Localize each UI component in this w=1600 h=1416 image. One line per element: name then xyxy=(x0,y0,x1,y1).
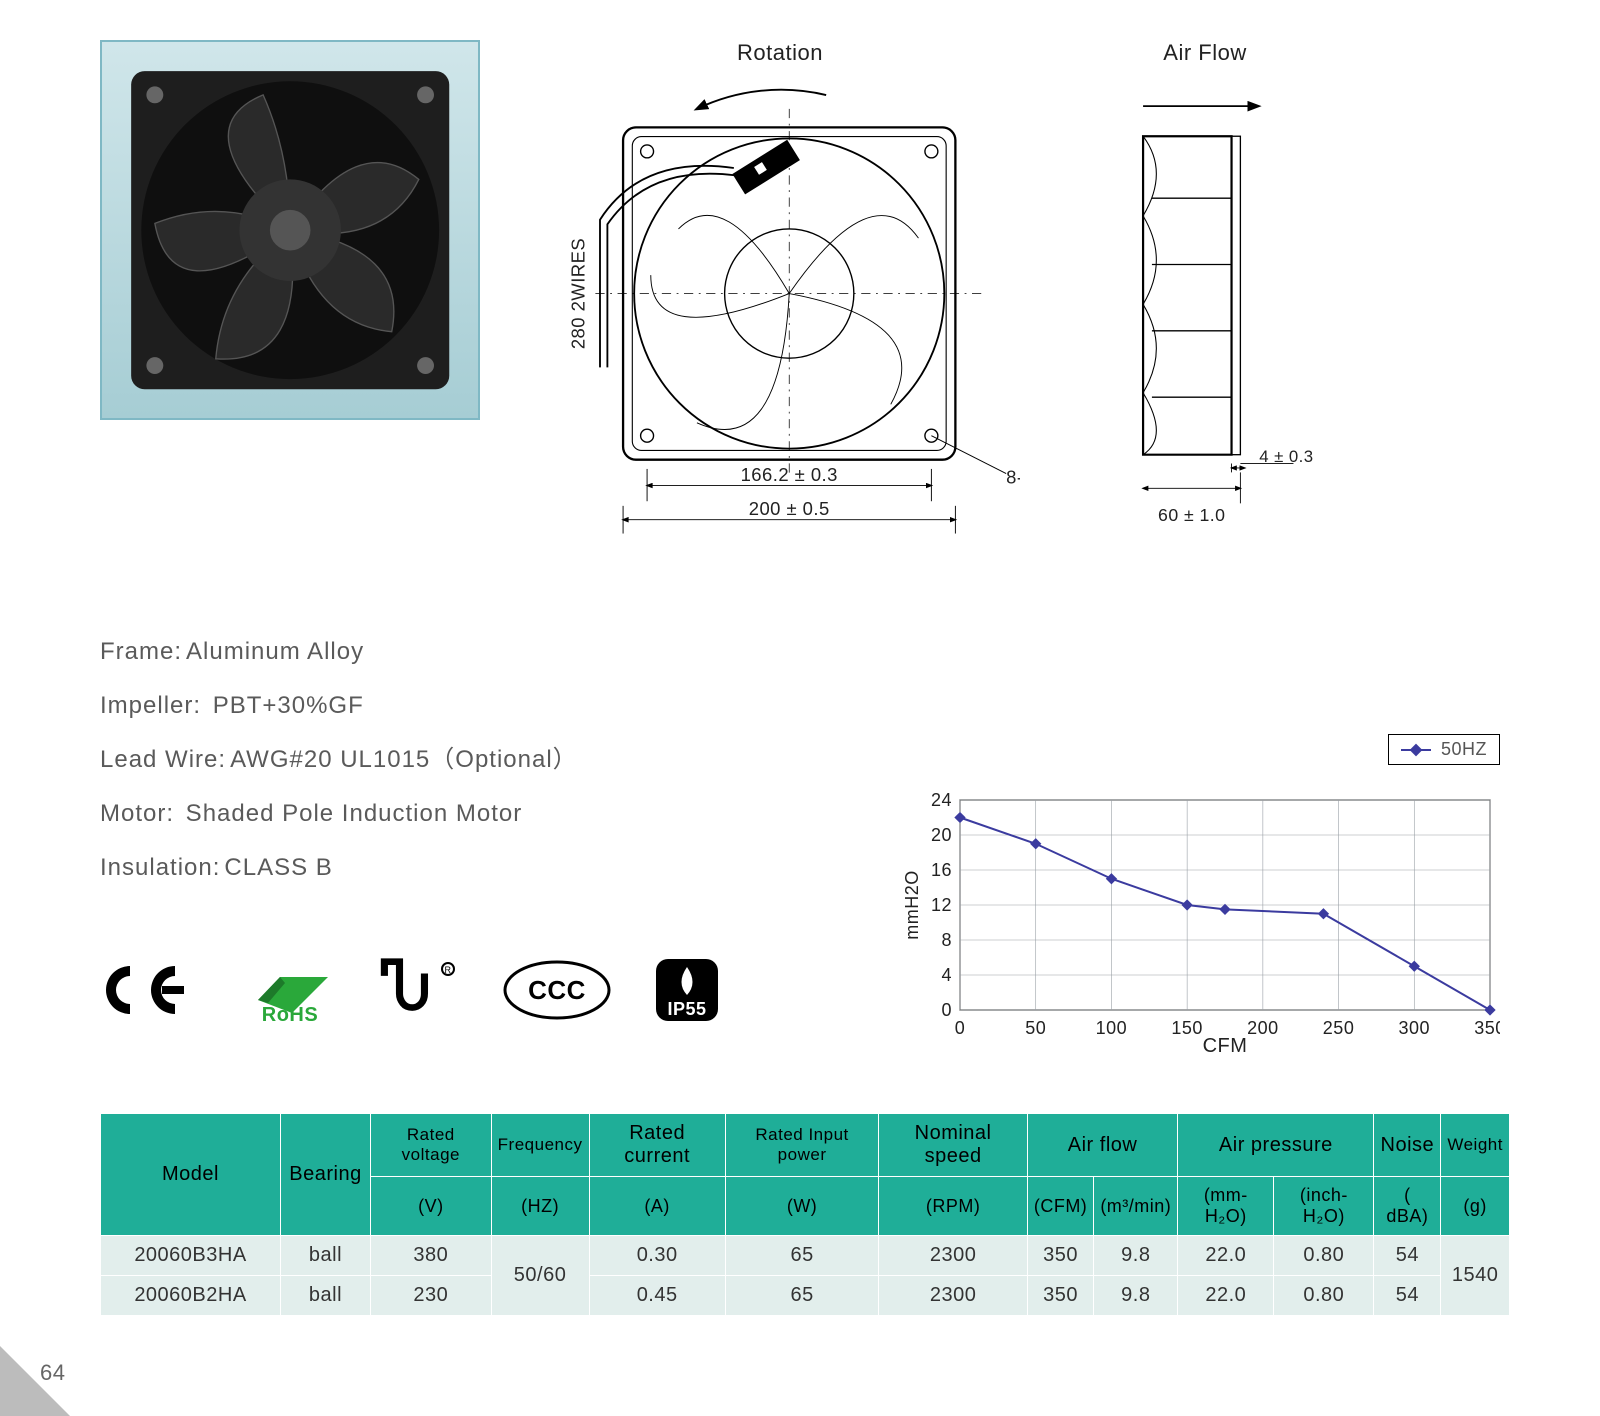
svg-text:50: 50 xyxy=(1025,1018,1046,1038)
ip55-icon: IP55 xyxy=(652,955,722,1025)
svg-text:24: 24 xyxy=(931,790,952,810)
svg-text:CCC: CCC xyxy=(528,975,586,1005)
dim-outer: 200 ± 0.5 xyxy=(749,498,830,519)
hole-note: 8-φ6.5 xyxy=(1006,467,1020,488)
spec-table: Model Bearing Rated voltage Frequency Ra… xyxy=(100,1113,1510,1316)
product-photo xyxy=(100,40,480,420)
rotation-label: Rotation xyxy=(540,40,1020,66)
page-number: 64 xyxy=(40,1360,65,1386)
svg-text:250: 250 xyxy=(1323,1018,1355,1038)
svg-text:100: 100 xyxy=(1096,1018,1128,1038)
ccc-icon: CCC xyxy=(502,955,612,1025)
svg-text:12: 12 xyxy=(931,895,952,915)
svg-text:150: 150 xyxy=(1171,1018,1203,1038)
chart-legend: 50HZ xyxy=(1388,734,1500,765)
dim-depth: 60 ± 1.0 xyxy=(1158,505,1225,525)
svg-text:200: 200 xyxy=(1247,1018,1279,1038)
side-view-diagram: Air Flow xyxy=(1090,40,1320,577)
airflow-label: Air Flow xyxy=(1090,40,1320,66)
table-row: 20060B2HAball2300.456523003509.822.00.80… xyxy=(101,1276,1510,1316)
svg-text:Ⴠ: Ⴠ xyxy=(380,955,431,1022)
svg-text:4: 4 xyxy=(941,965,952,985)
wire-note: 280 2WIRES xyxy=(567,238,588,349)
dim-inner: 166.2 ± 0.3 xyxy=(741,464,838,485)
dim-thick: 4 ± 0.3 xyxy=(1259,447,1313,466)
front-view-diagram: Rotation xyxy=(540,40,1020,557)
svg-text:mmH2O: mmH2O xyxy=(902,870,922,940)
svg-text:350: 350 xyxy=(1474,1018,1500,1038)
ce-mark-icon xyxy=(100,955,200,1025)
svg-text:RoHS: RoHS xyxy=(262,1004,318,1025)
rohs-icon: RoHS xyxy=(240,955,340,1025)
svg-text:16: 16 xyxy=(931,860,952,880)
svg-text:8: 8 xyxy=(941,930,952,950)
svg-text:0: 0 xyxy=(955,1018,966,1038)
svg-text:R: R xyxy=(445,965,452,975)
svg-text:0: 0 xyxy=(941,1000,952,1020)
performance-chart: 50HZ 04812162024050100150200250300350CFM… xyxy=(880,740,1500,1040)
svg-text:IP55: IP55 xyxy=(667,999,706,1019)
svg-text:20: 20 xyxy=(931,825,952,845)
svg-text:CFM: CFM xyxy=(1203,1035,1248,1057)
ul-icon: ჀR xyxy=(380,955,462,1025)
svg-text:300: 300 xyxy=(1399,1018,1431,1038)
table-row: 20060B3HAball38050/600.306523003509.822.… xyxy=(101,1236,1510,1276)
